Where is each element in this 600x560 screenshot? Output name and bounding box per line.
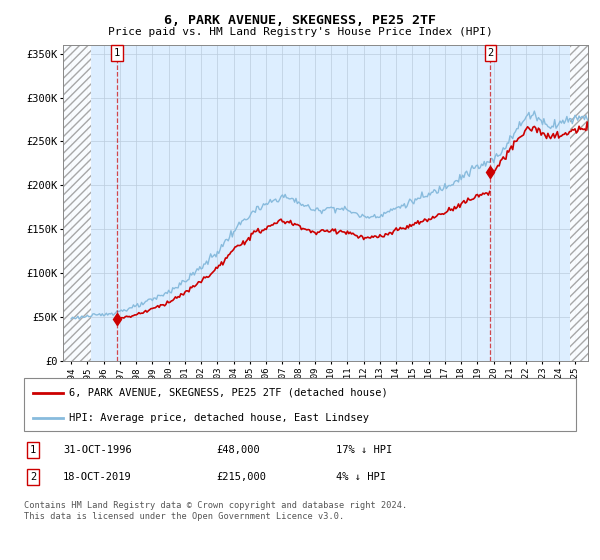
Text: 1: 1 xyxy=(114,48,120,58)
Text: 31-OCT-1996: 31-OCT-1996 xyxy=(63,445,132,455)
Text: £48,000: £48,000 xyxy=(216,445,260,455)
Text: Contains HM Land Registry data © Crown copyright and database right 2024.
This d: Contains HM Land Registry data © Crown c… xyxy=(24,501,407,521)
Bar xyxy=(570,45,588,361)
Text: 18-OCT-2019: 18-OCT-2019 xyxy=(63,472,132,482)
Text: 6, PARK AVENUE, SKEGNESS, PE25 2TF: 6, PARK AVENUE, SKEGNESS, PE25 2TF xyxy=(164,14,436,27)
Text: Price paid vs. HM Land Registry's House Price Index (HPI): Price paid vs. HM Land Registry's House … xyxy=(107,27,493,37)
Bar xyxy=(63,45,91,361)
Text: 2: 2 xyxy=(30,472,36,482)
Text: 1: 1 xyxy=(30,445,36,455)
Text: £215,000: £215,000 xyxy=(216,472,266,482)
Text: 2: 2 xyxy=(487,48,493,58)
Text: 4% ↓ HPI: 4% ↓ HPI xyxy=(336,472,386,482)
Text: 6, PARK AVENUE, SKEGNESS, PE25 2TF (detached house): 6, PARK AVENUE, SKEGNESS, PE25 2TF (deta… xyxy=(69,388,388,398)
Text: HPI: Average price, detached house, East Lindsey: HPI: Average price, detached house, East… xyxy=(69,413,369,423)
Text: 17% ↓ HPI: 17% ↓ HPI xyxy=(336,445,392,455)
